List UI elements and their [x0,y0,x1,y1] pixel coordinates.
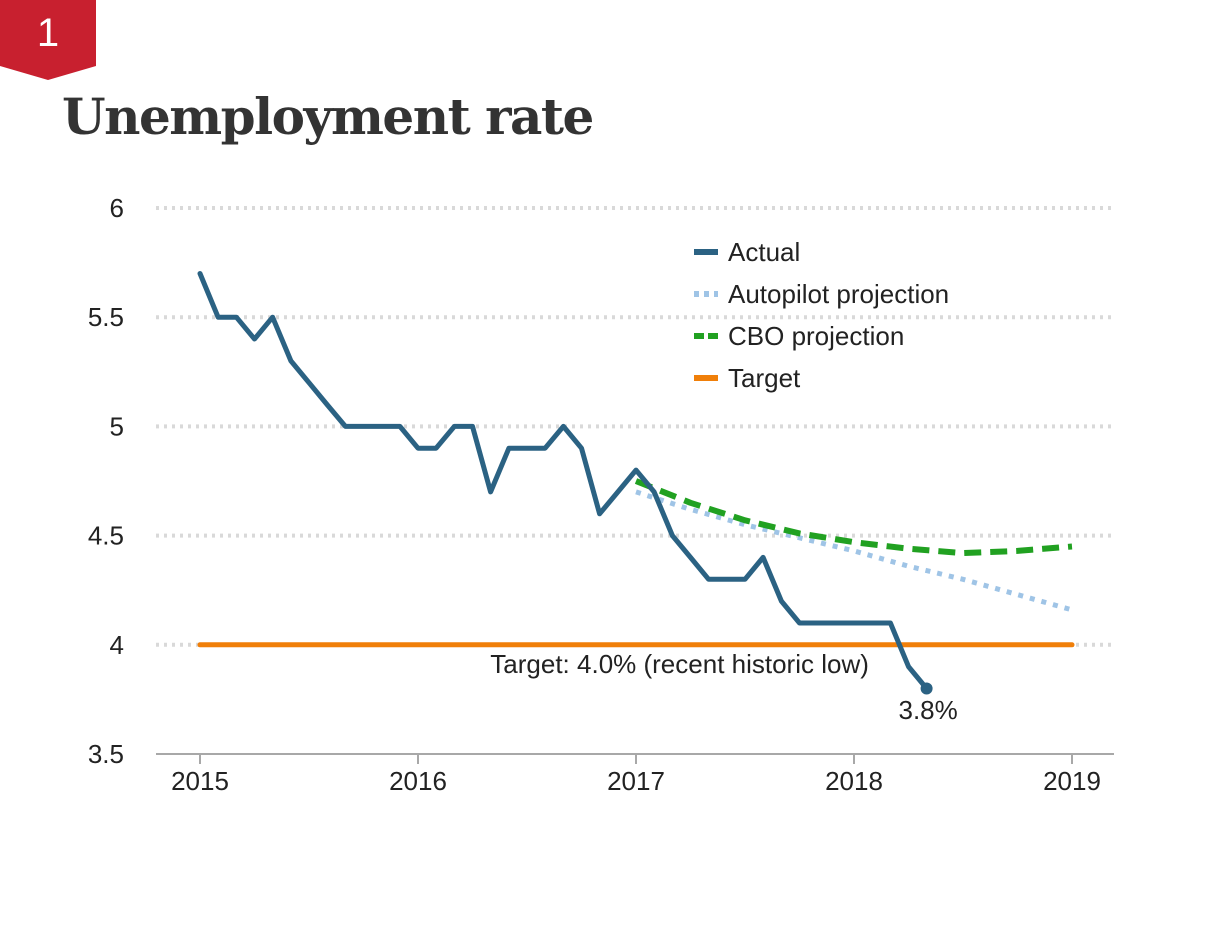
legend: Actual Autopilot projection CBO projection… [694,237,949,393]
y-tick-label: 5 [110,411,124,441]
legend-label-cbo-projection: CBO projection [728,321,904,351]
badge-shape [0,0,96,80]
series-lines [197,271,1075,695]
latest-value-label: 3.8% [898,695,957,725]
badge-number: 1 [36,11,60,55]
series-line-actual [197,271,930,691]
y-tick-label: 3.5 [88,739,124,769]
actual-end-point [920,682,933,695]
y-tick-label: 4 [110,630,124,660]
x-tick-label: 2019 [1043,766,1101,796]
x-tick-label: 2017 [607,766,665,796]
target-annotation: Target: 4.0% (recent historic low) [490,649,869,679]
chart-number-badge: 1 [0,0,96,80]
y-tick-label: 6 [110,193,124,223]
x-tick-label: 2015 [171,766,229,796]
annotations: Target: 4.0% (recent historic low) 3.8% [490,649,957,725]
x-tick-label: 2018 [825,766,883,796]
legend-label-autopilot-projection: Autopilot projection [728,279,949,309]
axes: 3.5 4 4.5 5 5.5 6 2015 2016 2017 2018 2019 [88,193,1114,796]
grid-lines [156,206,1112,647]
legend-label-actual: Actual [728,237,800,267]
y-tick-label: 4.5 [88,521,124,551]
chart-title: Unemployment rate [62,87,594,146]
series-line-autopilot-projection [635,489,1073,613]
x-tick-label: 2016 [389,766,447,796]
y-tick-label: 5.5 [88,302,124,332]
legend-label-target: Target [728,363,801,393]
series-line-cbo-projection [634,478,1073,557]
